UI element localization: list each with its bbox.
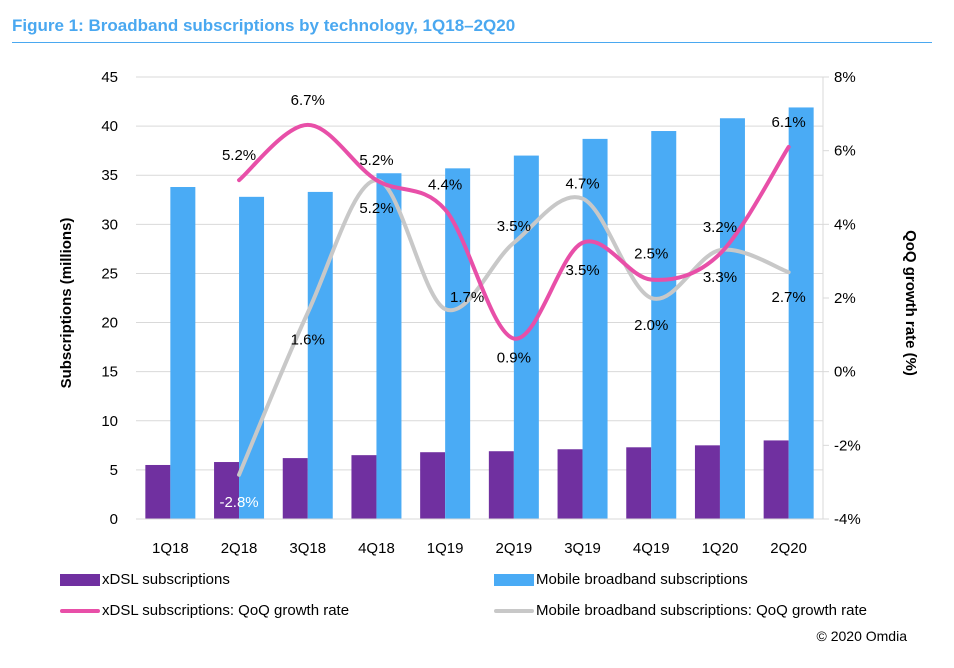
bar-mobile xyxy=(170,187,196,519)
data-label: 4.4% xyxy=(428,177,462,194)
y-right-tick-label: 6% xyxy=(834,143,856,160)
chart-title: Figure 1: Broadband subscriptions by tec… xyxy=(12,16,516,35)
title-divider xyxy=(12,42,932,43)
y-tick-label: 20 xyxy=(101,315,118,332)
bar-xdsl xyxy=(763,440,789,519)
data-label: 6.7% xyxy=(291,92,325,109)
data-label: 3.2% xyxy=(703,219,737,236)
bar-mobile xyxy=(445,168,471,519)
bar-mobile xyxy=(307,191,333,520)
y-tick-label: 25 xyxy=(101,265,118,282)
data-label: 3.5% xyxy=(565,262,599,279)
x-tick-label: 1Q20 xyxy=(702,540,739,557)
legend-item-mobile: Mobile broadband subscriptions xyxy=(494,571,748,588)
bar-xdsl xyxy=(557,449,583,519)
bar-xdsl xyxy=(488,451,514,519)
y-tick-label: 30 xyxy=(101,216,118,233)
data-label: 1.6% xyxy=(291,332,325,349)
legend-swatch-mobile xyxy=(494,573,534,586)
x-tick-label: 2Q18 xyxy=(221,540,258,557)
legend-label: Mobile broadband subscriptions: QoQ grow… xyxy=(536,602,868,619)
x-tick-label: 4Q18 xyxy=(358,540,395,557)
x-tick-label: 4Q19 xyxy=(633,540,670,557)
y-right-tick-label: 2% xyxy=(834,290,856,307)
bar-xdsl xyxy=(351,455,377,519)
y-right-tick-label: 0% xyxy=(834,364,856,381)
bar-xdsl xyxy=(282,458,308,519)
x-tick-label: 1Q18 xyxy=(152,540,189,557)
data-label: 5.2% xyxy=(222,147,256,164)
y-tick-label: 35 xyxy=(101,167,118,184)
bar-xdsl xyxy=(420,452,446,519)
legend-label: Mobile broadband subscriptions xyxy=(536,571,748,588)
bar-mobile xyxy=(788,107,814,520)
y-axis-title: Subscriptions (millions) xyxy=(58,218,75,389)
legend-label: xDSL subscriptions: QoQ growth rate xyxy=(102,602,350,619)
legend-item-xdsl-growth: xDSL subscriptions: QoQ growth rate xyxy=(60,602,349,619)
data-label: 3.3% xyxy=(703,269,737,286)
data-label: 3.5% xyxy=(497,218,531,235)
x-tick-label: 1Q19 xyxy=(427,540,464,557)
data-label: 2.0% xyxy=(634,317,668,334)
line-xdsl-growth xyxy=(237,122,791,341)
data-label: 5.2% xyxy=(359,152,393,169)
x-tick-label: 3Q18 xyxy=(289,540,326,557)
y-tick-label: 0 xyxy=(110,511,118,528)
y-tick-label: 15 xyxy=(101,364,118,381)
data-label: 4.7% xyxy=(565,176,599,193)
y-tick-label: 5 xyxy=(110,462,118,479)
bar-xdsl xyxy=(626,447,652,519)
bar-xdsl xyxy=(694,445,720,519)
legend-swatch-mobile-growth xyxy=(494,608,534,613)
data-label: 6.1% xyxy=(772,114,806,131)
x-tick-label: 2Q20 xyxy=(770,540,807,557)
copyright: © 2020 Omdia xyxy=(816,628,907,644)
bar-mobile xyxy=(376,173,402,519)
x-tick-label: 3Q19 xyxy=(564,540,601,557)
bar-xdsl xyxy=(145,464,171,519)
legend-label: xDSL subscriptions xyxy=(102,571,230,588)
y-tick-label: 10 xyxy=(101,413,118,430)
legend-swatch-xdsl-growth xyxy=(60,608,100,613)
y-right-tick-label: -2% xyxy=(834,437,861,454)
legend-swatch-xdsl xyxy=(60,573,100,586)
legend-item-xdsl: xDSL subscriptions xyxy=(60,571,230,588)
bar-mobile xyxy=(582,138,608,519)
data-label: -2.8% xyxy=(219,494,258,511)
bar-xdsl xyxy=(214,462,240,519)
bar-mobile xyxy=(719,118,745,520)
legend-item-mobile-growth: Mobile broadband subscriptions: QoQ grow… xyxy=(494,602,867,619)
y-right-tick-label: 4% xyxy=(834,216,856,233)
x-tick-label: 2Q19 xyxy=(495,540,532,557)
bar-mobile xyxy=(651,131,677,519)
y-tick-label: 45 xyxy=(101,69,118,86)
y-tick-label: 40 xyxy=(101,118,118,135)
data-label: 0.9% xyxy=(497,350,531,367)
y-axis-right-title: QoQ growth rate (%) xyxy=(902,230,919,376)
line-mobile-growth xyxy=(237,178,791,477)
y-right-tick-label: -4% xyxy=(834,511,861,528)
data-label: 2.7% xyxy=(772,289,806,306)
data-label: 2.5% xyxy=(634,246,668,263)
data-label: 5.2% xyxy=(359,200,393,217)
data-label: 1.7% xyxy=(450,289,484,306)
y-right-tick-label: 8% xyxy=(834,69,856,86)
